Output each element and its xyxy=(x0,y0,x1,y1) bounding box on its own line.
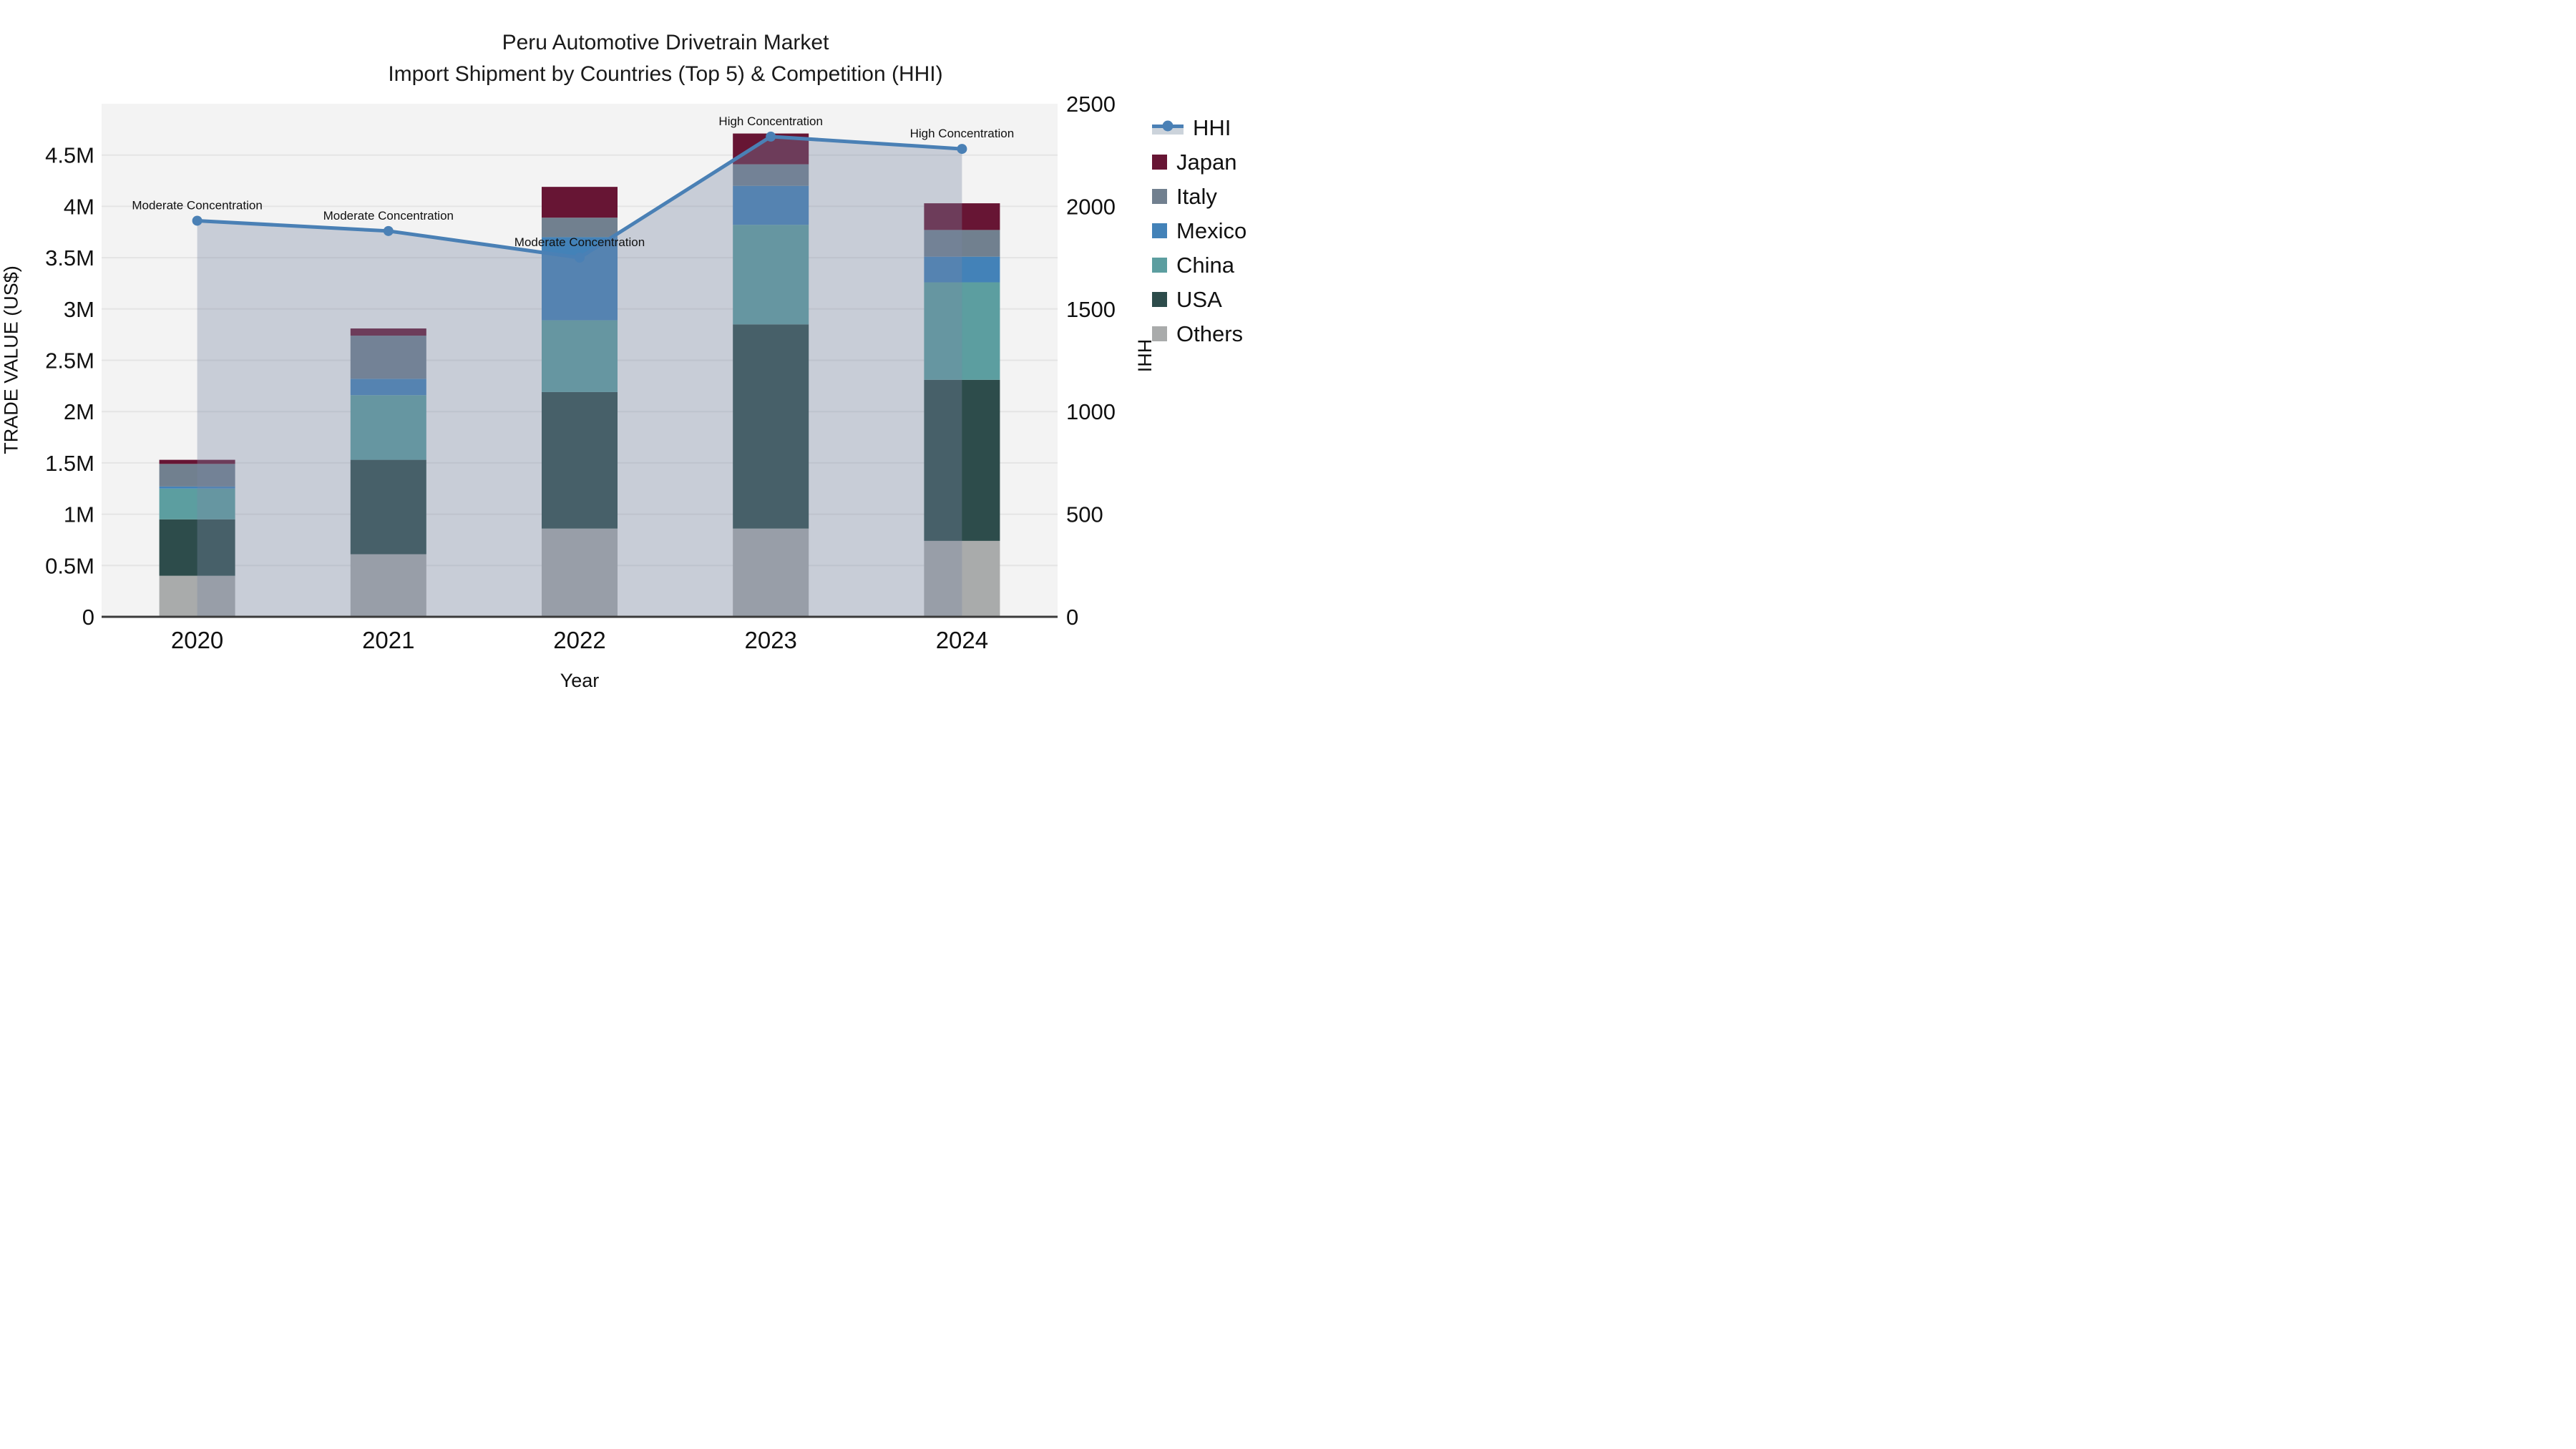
bar-2020-italy[interactable] xyxy=(159,464,235,487)
annotation-2022: Moderate Concentration xyxy=(514,235,645,249)
chart-canvas: Peru Automotive Drivetrain Market Import… xyxy=(0,0,1288,725)
legend-label-italy: Italy xyxy=(1176,183,1217,209)
x-tick-2021: 2021 xyxy=(362,627,414,653)
legend-item-mexico[interactable]: Mexico xyxy=(1152,218,1247,243)
chart-title: Peru Automotive Drivetrain Market Import… xyxy=(43,27,1288,90)
legend-label-others: Others xyxy=(1176,321,1244,346)
legend-item-others[interactable]: Others xyxy=(1152,321,1246,346)
annotation-2020: Moderate Concentration xyxy=(132,198,262,212)
bar-2024-japan[interactable] xyxy=(924,203,1000,230)
legend-item-hhi[interactable]: HHI xyxy=(1152,114,1246,140)
hhi-marker-2023[interactable] xyxy=(766,131,776,142)
x-tick-2024: 2024 xyxy=(936,627,988,653)
chart-title-line1: Peru Automotive Drivetrain Market xyxy=(502,31,829,54)
bar-2024-usa[interactable] xyxy=(924,379,1000,541)
bar-2020-others[interactable] xyxy=(159,575,235,617)
bar-2020-mexico[interactable] xyxy=(159,486,235,489)
bar-2021-japan[interactable] xyxy=(350,328,426,336)
y-left-tick-0.5M: 0.5M xyxy=(45,553,94,578)
x-axis-title: Year xyxy=(560,670,600,691)
bar-2024-china[interactable] xyxy=(924,282,1000,380)
bar-2022-mexico[interactable] xyxy=(542,237,618,321)
annotation-2021: Moderate Concentration xyxy=(323,209,454,223)
x-tick-2023: 2023 xyxy=(744,627,796,653)
bar-2020-usa[interactable] xyxy=(159,519,235,576)
hhi-marker-dot xyxy=(1162,120,1174,131)
legend-swatch-italy xyxy=(1152,189,1167,204)
bar-2024-others[interactable] xyxy=(924,540,1000,617)
legend-swatch-usa xyxy=(1152,292,1167,307)
bar-2022-japan[interactable] xyxy=(542,187,618,218)
bar-2023-mexico[interactable] xyxy=(733,185,809,225)
bar-2023-china[interactable] xyxy=(733,225,809,325)
bar-2020-china[interactable] xyxy=(159,488,235,519)
bar-2021-china[interactable] xyxy=(350,395,426,460)
legend-label-mexico: Mexico xyxy=(1176,218,1247,243)
legend: HHI Japan Italy Mexico China USA Others xyxy=(1152,114,1247,346)
legend-item-china[interactable]: China xyxy=(1152,252,1246,278)
y-left-tick-1.5M: 1.5M xyxy=(45,451,94,476)
y-right-tick-1000: 1000 xyxy=(1066,399,1116,424)
x-tick-2020: 2020 xyxy=(171,627,223,653)
y-left-tick-1M: 1M xyxy=(64,502,94,527)
bar-2021-usa[interactable] xyxy=(350,459,426,555)
y-left-tick-3.5M: 3.5M xyxy=(45,245,94,270)
plot-area-svg: Moderate Concentration Moderate Concentra… xyxy=(45,92,1116,653)
bar-2021-others[interactable] xyxy=(350,554,426,617)
y-left-tick-3M: 3M xyxy=(64,297,94,322)
legend-item-italy[interactable]: Italy xyxy=(1152,183,1246,209)
legend-label-usa: USA xyxy=(1176,286,1222,312)
bar-2022-italy[interactable] xyxy=(542,218,618,238)
bar-2024-italy[interactable] xyxy=(924,230,1000,257)
legend-label-japan: Japan xyxy=(1176,149,1237,175)
legend-swatch-japan xyxy=(1152,155,1167,170)
legend-label-china: China xyxy=(1176,252,1234,278)
bar-2023-usa[interactable] xyxy=(733,324,809,529)
y-left-tick-4.5M: 4.5M xyxy=(45,143,94,168)
annotation-2023: High Concentration xyxy=(718,114,823,128)
legend-item-japan[interactable]: Japan xyxy=(1152,149,1246,175)
legend-swatch-mexico xyxy=(1152,223,1167,238)
bar-2021-mexico[interactable] xyxy=(350,379,426,396)
legend-swatch-china xyxy=(1152,258,1167,273)
legend-label-hhi: HHI xyxy=(1193,114,1231,140)
y-right-tick-2000: 2000 xyxy=(1066,194,1116,219)
bar-2023-italy[interactable] xyxy=(733,164,809,186)
hhi-marker-2021[interactable] xyxy=(383,225,394,236)
y-left-tick-0: 0 xyxy=(82,605,94,630)
hhi-marker-2020[interactable] xyxy=(192,215,203,226)
bar-2020-japan[interactable] xyxy=(159,459,235,464)
hhi-line-swatch-icon xyxy=(1152,119,1184,137)
legend-item-usa[interactable]: USA xyxy=(1152,286,1246,312)
hhi-marker-2022[interactable] xyxy=(575,253,585,263)
y-left-tick-4M: 4M xyxy=(64,194,94,219)
y-left-tick-2M: 2M xyxy=(64,399,94,424)
annotation-2024: High Concentration xyxy=(910,127,1015,140)
y-right-tick-0: 0 xyxy=(1066,605,1078,630)
bar-2022-others[interactable] xyxy=(542,528,618,617)
y-right-tick-2500: 2500 xyxy=(1066,92,1116,117)
hhi-marker-2024[interactable] xyxy=(957,144,967,155)
y-right-tick-1500: 1500 xyxy=(1066,297,1116,322)
legend-swatch-others xyxy=(1152,326,1167,341)
bar-2021-italy[interactable] xyxy=(350,336,426,379)
bar-2023-others[interactable] xyxy=(733,528,809,617)
chart-title-line2: Import Shipment by Countries (Top 5) & C… xyxy=(388,62,943,86)
y-left-tick-2.5M: 2.5M xyxy=(45,348,94,374)
hhi-area-fill xyxy=(197,136,962,617)
y-right-tick-500: 500 xyxy=(1066,502,1103,527)
bar-2024-mexico[interactable] xyxy=(924,256,1000,283)
x-tick-2022: 2022 xyxy=(553,627,605,653)
bar-2022-usa[interactable] xyxy=(542,391,618,529)
bar-2022-china[interactable] xyxy=(542,320,618,392)
